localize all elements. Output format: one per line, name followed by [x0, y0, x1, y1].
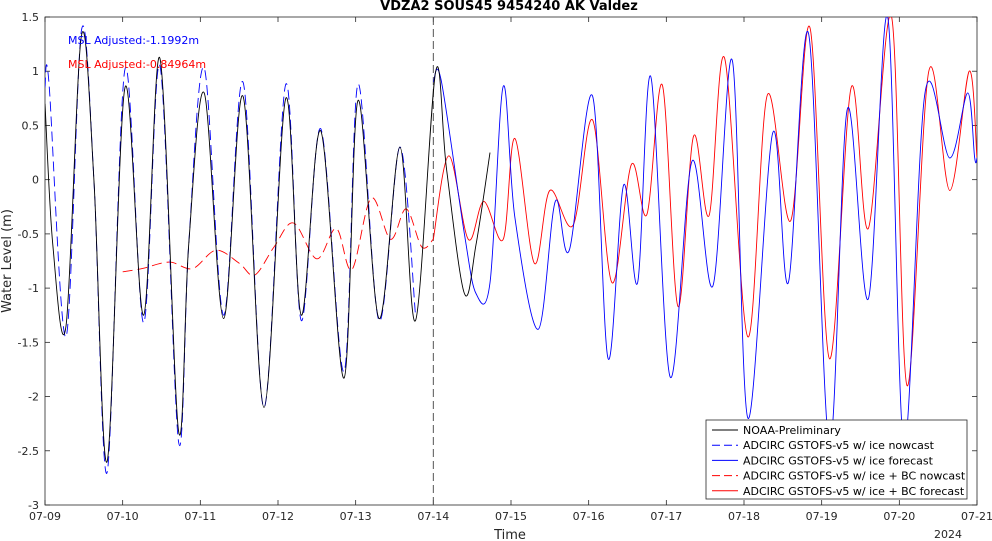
x-tick-label: 07-09	[29, 510, 61, 523]
y-axis: -3 -2.5 -2 -1.5 -1 -0.5 0 0.5 1 1.5	[18, 11, 977, 512]
y-tick-label: 0	[32, 174, 39, 187]
year-label: 2024	[934, 528, 962, 541]
x-tick-label: 07-21	[961, 510, 992, 523]
y-tick-label: 1.5	[22, 11, 40, 24]
y-tick-label: 0.5	[22, 119, 40, 132]
series-layer	[45, 17, 977, 474]
legend-label: ADCIRC GSTOFS-v5 w/ ice + BC nowcast	[743, 470, 966, 483]
annotation-msl-red: MSL Adjusted:-0.84964m	[68, 58, 206, 71]
y-tick-label: -2.5	[18, 445, 39, 458]
series-line-noaa-preliminary	[45, 31, 491, 463]
x-tick-label: 07-15	[495, 510, 527, 523]
x-tick-label: 07-20	[883, 510, 915, 523]
y-tick-label: -2	[28, 391, 39, 404]
y-tick-label: -1	[28, 282, 39, 295]
y-tick-label: -1.5	[18, 336, 39, 349]
chart-title: VDZA2 SOUS45 9454240 AK Valdez	[380, 0, 638, 14]
legend-label: ADCIRC GSTOFS-v5 w/ ice + BC forecast	[743, 485, 965, 498]
y-tick-label: 1	[32, 65, 39, 78]
x-tick-label: 07-18	[728, 510, 760, 523]
x-tick-label: 07-11	[184, 510, 216, 523]
series-line-adcirc-gstofs-v5-w-ice-forecast	[432, 17, 977, 446]
x-tick-label: 07-17	[650, 510, 682, 523]
x-tick-label: 07-16	[573, 510, 605, 523]
x-tick-label: 07-19	[806, 510, 838, 523]
legend-label: ADCIRC GSTOFS-v5 w/ ice nowcast	[743, 439, 935, 452]
y-tick-label: -0.5	[18, 228, 39, 241]
legend-box	[705, 419, 968, 500]
series-line-adcirc-gstofs-v5-w-ice-bc-nowcast	[122, 197, 434, 276]
x-axis: 07-09 07-10 07-11 07-12 07-13 07-14 07-15 07-16…	[29, 17, 992, 523]
x-tick-label: 07-14	[417, 510, 449, 523]
x-axis-label: Time	[493, 528, 526, 541]
series-line-adcirc-gstofs-v5-w-ice-bc-forecast	[432, 17, 977, 387]
annotation-msl-blue: MSL Adjusted:-1.1992m	[68, 34, 199, 47]
legend-label: NOAA-Preliminary	[743, 424, 841, 437]
x-tick-label: 07-13	[340, 510, 372, 523]
legend-label: ADCIRC GSTOFS-v5 w/ ice forecast	[743, 454, 934, 467]
x-tick-label: 07-10	[107, 510, 139, 523]
x-tick-label: 07-12	[262, 510, 294, 523]
legend: NOAA-Preliminary ADCIRC GSTOFS-v5 w/ ice …	[705, 419, 968, 500]
y-tick-label: -3	[28, 499, 39, 512]
y-axis-label: Water Level (m)	[0, 209, 15, 313]
